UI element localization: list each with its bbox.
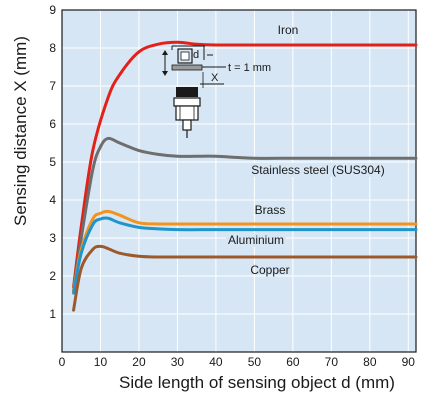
x-tick-label: 80 — [363, 355, 377, 369]
proximity-sensor-icon — [173, 87, 201, 138]
target-plate-icon — [177, 48, 193, 64]
y-tick-label: 3 — [49, 231, 56, 245]
series-label-brass: Brass — [255, 203, 286, 217]
x-tick-label: 50 — [248, 355, 262, 369]
tick-labels: 0 10 20 30 40 50 60 70 80 90 1 2 3 4 5 6 7 8 9 — [49, 3, 415, 369]
series-line-brass — [72, 209, 418, 293]
series-label-aluminium: Aluminium — [228, 233, 284, 247]
series-label-iron: Iron — [278, 23, 299, 37]
diagram-d-label: d — [193, 49, 199, 61]
axis-titles: Side length of sensing object d (mm) Sens… — [11, 36, 395, 392]
x-tick-label: 40 — [209, 355, 223, 369]
series-label-copper: Copper — [250, 263, 289, 277]
axes — [61, 9, 417, 353]
x-tick-label: 60 — [286, 355, 300, 369]
series-label-background — [225, 233, 287, 247]
x-tick-label: 90 — [402, 355, 416, 369]
y-tick-label: 8 — [49, 41, 56, 55]
target-plate — [171, 64, 203, 71]
y-axis-title: Sensing distance X (mm) — [11, 36, 30, 226]
sensor-diagram: d t = 1 mm X — [162, 45, 271, 138]
x-axis-title: Side length of sensing object d (mm) — [119, 373, 395, 392]
series-line-iron — [72, 40, 418, 289]
y-tick-label: 9 — [49, 3, 56, 17]
series-lines — [72, 40, 418, 312]
y-tick-label: 7 — [49, 79, 56, 93]
y-tick-label: 2 — [49, 269, 56, 283]
plot-frame — [61, 9, 417, 353]
x-tick-label: 10 — [94, 355, 108, 369]
x-tick-label: 0 — [59, 355, 66, 369]
y-tick-label: 6 — [49, 117, 56, 131]
series-labels: Iron Stainless steel (SUS304) Brass Alumini… — [225, 23, 387, 277]
series-label-stainless-steel-sus304: Stainless steel (SUS304) — [251, 163, 384, 177]
series-line-copper — [72, 244, 418, 312]
series-label-background — [249, 163, 387, 177]
diagram-x-label: X — [211, 72, 219, 84]
y-tick-label: 4 — [49, 193, 56, 207]
x-tick-label: 20 — [132, 355, 146, 369]
series-line-stainless-steel-sus304 — [72, 136, 418, 293]
diagram-thickness-label: t = 1 mm — [228, 62, 271, 74]
x-tick-label: 70 — [325, 355, 339, 369]
plot-background — [62, 10, 416, 352]
series-line-aluminium — [72, 216, 418, 295]
x-tick-label: 30 — [171, 355, 185, 369]
y-tick-label: 5 — [49, 155, 56, 169]
y-tick-label: 1 — [49, 307, 56, 321]
